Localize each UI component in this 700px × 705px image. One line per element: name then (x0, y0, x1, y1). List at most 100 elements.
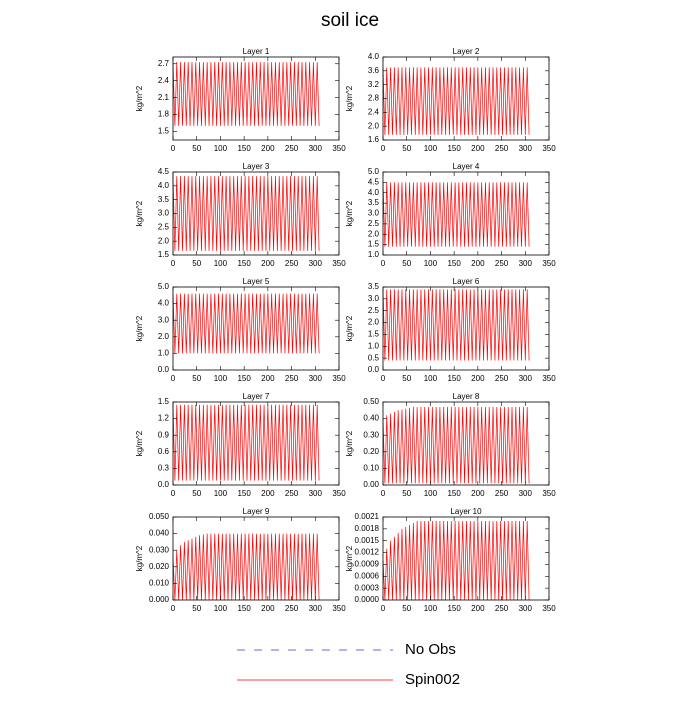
y-axis-label: kg/m^2 (345, 200, 354, 226)
y-tick-label: 2.8 (368, 94, 380, 103)
panel-title: Layer 3 (243, 162, 270, 171)
x-tick-label: 200 (261, 259, 275, 268)
y-tick-label: 0.0 (368, 365, 380, 374)
y-tick-label: 4.0 (368, 188, 380, 197)
y-tick-label: 0.050 (149, 512, 170, 521)
x-tick-label: 150 (447, 604, 461, 613)
x-tick-label: 300 (309, 489, 323, 498)
x-tick-label: 300 (519, 144, 533, 153)
y-tick-label: 1.6 (368, 135, 380, 144)
x-tick-label: 250 (495, 604, 509, 613)
y-tick-label: 1.0 (368, 250, 380, 259)
x-tick-label: 100 (424, 259, 438, 268)
x-tick-label: 150 (237, 144, 251, 153)
x-tick-label: 150 (237, 604, 251, 613)
y-tick-label: 2.4 (158, 76, 170, 85)
x-tick-label: 0 (171, 144, 176, 153)
y-tick-label: 3.6 (368, 66, 380, 75)
y-tick-label: 4.5 (368, 177, 380, 186)
y-tick-label: 1.5 (158, 250, 170, 259)
y-tick-label: 4.0 (158, 181, 170, 190)
data-line (382, 406, 530, 484)
y-tick-label: 2.0 (368, 318, 380, 327)
y-tick-label: 1.2 (158, 414, 170, 423)
y-tick-label: 4.0 (368, 52, 380, 61)
x-tick-label: 300 (309, 604, 323, 613)
y-tick-label: 4.0 (158, 299, 170, 308)
y-tick-label: 3.0 (368, 294, 380, 303)
x-tick-label: 350 (542, 374, 556, 383)
x-tick-label: 0 (381, 374, 386, 383)
data-line (382, 289, 530, 361)
x-tick-label: 50 (192, 374, 201, 383)
x-tick-label: 250 (285, 604, 299, 613)
y-tick-label: 5.0 (368, 167, 380, 176)
x-tick-label: 300 (519, 259, 533, 268)
y-tick-label: 0.40 (363, 414, 379, 423)
x-tick-label: 250 (495, 374, 509, 383)
x-tick-label: 50 (192, 144, 201, 153)
y-tick-label: 0.010 (149, 579, 170, 588)
y-tick-label: 3.5 (368, 198, 380, 207)
x-tick-label: 150 (447, 489, 461, 498)
x-tick-label: 100 (214, 604, 228, 613)
data-line (172, 176, 320, 251)
y-tick-label: 3.0 (368, 209, 380, 218)
x-tick-label: 350 (332, 259, 346, 268)
panel-title: Layer 9 (243, 507, 270, 516)
x-tick-label: 100 (424, 604, 438, 613)
y-tick-label: 2.0 (158, 332, 170, 341)
y-tick-label: 1.5 (158, 397, 170, 406)
data-line (382, 67, 530, 135)
y-tick-label: 1.0 (158, 349, 170, 358)
x-tick-label: 50 (192, 604, 201, 613)
y-axis-label: kg/m^2 (345, 430, 354, 456)
y-tick-label: 2.5 (158, 222, 170, 231)
y-axis-label: kg/m^2 (135, 85, 144, 111)
y-tick-label: 4.5 (158, 167, 170, 176)
y-tick-label: 1.5 (368, 240, 380, 249)
x-tick-label: 150 (447, 374, 461, 383)
x-tick-label: 300 (519, 489, 533, 498)
y-tick-label: 1.8 (158, 110, 170, 119)
plot-frame (382, 401, 550, 486)
figure-title: soil ice (321, 10, 379, 31)
panel-title: Layer 10 (450, 507, 482, 516)
plot-frame (172, 56, 340, 141)
x-tick-label: 150 (237, 259, 251, 268)
x-tick-label: 150 (237, 374, 251, 383)
x-tick-label: 100 (214, 144, 228, 153)
x-tick-label: 50 (402, 374, 411, 383)
x-tick-label: 200 (471, 604, 485, 613)
y-tick-label: 0.5 (368, 353, 380, 362)
x-tick-label: 0 (171, 604, 176, 613)
x-tick-label: 100 (424, 144, 438, 153)
x-tick-label: 50 (402, 144, 411, 153)
x-tick-label: 0 (171, 259, 176, 268)
data-line (172, 62, 320, 126)
y-tick-label: 0.20 (363, 447, 379, 456)
x-tick-label: 300 (519, 604, 533, 613)
plot-frame (382, 286, 550, 371)
y-tick-label: 1.5 (158, 127, 170, 136)
panel-title: Layer 4 (453, 162, 480, 171)
y-tick-label: 0.0 (158, 365, 170, 374)
x-tick-label: 200 (261, 604, 275, 613)
x-tick-label: 250 (495, 259, 509, 268)
x-tick-label: 50 (402, 604, 411, 613)
y-tick-label: 0.0009 (355, 560, 380, 569)
x-tick-label: 50 (192, 489, 201, 498)
x-tick-label: 250 (285, 489, 299, 498)
y-tick-label: 0.00 (363, 480, 379, 489)
plot-frame (172, 516, 340, 601)
panel-title: Layer 6 (453, 277, 480, 286)
plot-frame (382, 516, 550, 601)
y-tick-label: 0.0003 (355, 583, 380, 592)
x-tick-label: 0 (381, 259, 386, 268)
y-axis-label: kg/m^2 (345, 85, 354, 111)
y-tick-label: 3.5 (368, 282, 380, 291)
y-tick-label: 0.0 (158, 480, 170, 489)
y-tick-label: 0.0015 (355, 536, 380, 545)
y-tick-label: 0.0006 (355, 571, 380, 580)
y-tick-label: 0.6 (158, 447, 170, 456)
